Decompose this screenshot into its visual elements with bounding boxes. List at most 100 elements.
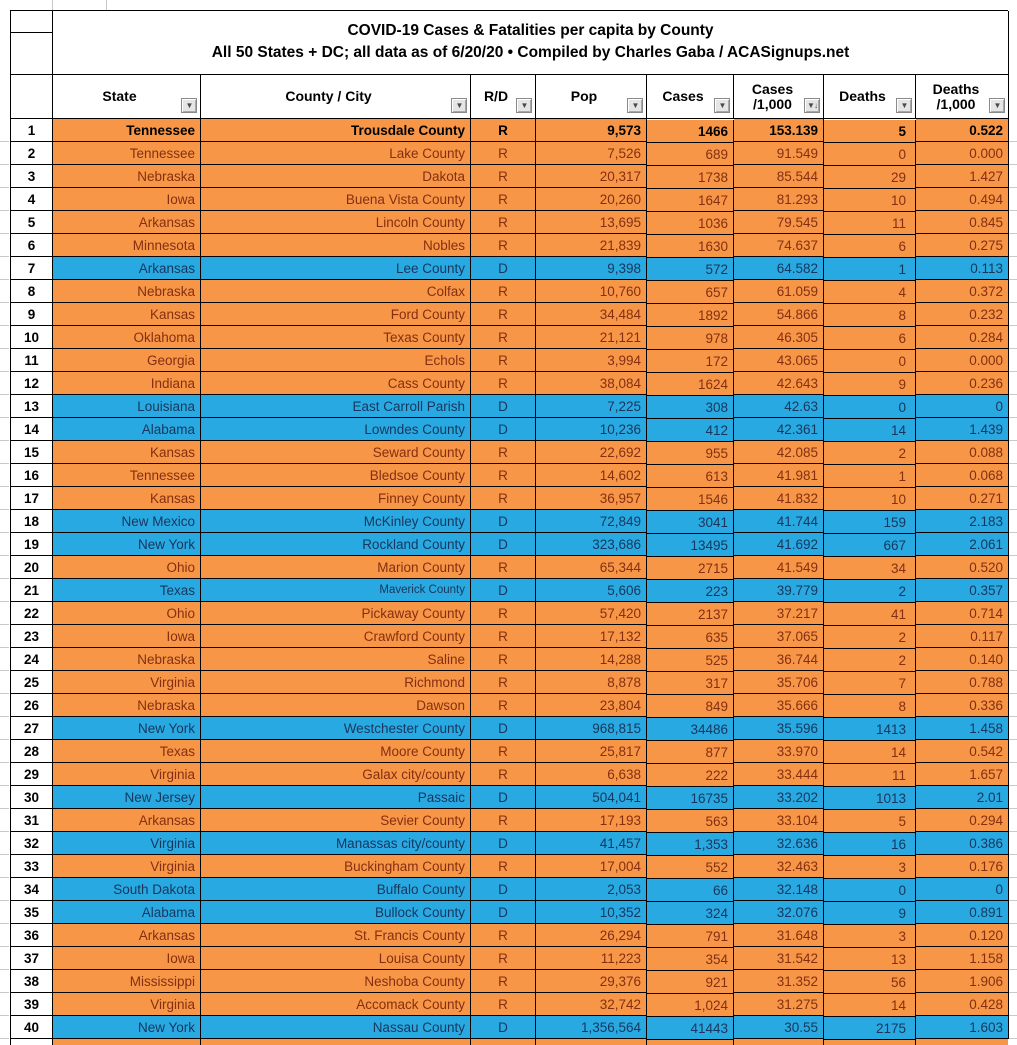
cell-deaths[interactable]: 4 [824, 281, 916, 304]
cell-pop[interactable]: 8,878 [536, 671, 647, 694]
cell-county[interactable]: Colfax [201, 280, 471, 303]
header-state[interactable]: State ▼ [53, 75, 201, 119]
row-number[interactable]: 35 [11, 901, 53, 924]
cell-deaths[interactable]: 1 [824, 465, 916, 488]
row-number[interactable]: 32 [11, 832, 53, 855]
row-number[interactable]: 12 [11, 372, 53, 395]
cell-pop[interactable]: 57,420 [536, 602, 647, 625]
cell-state[interactable]: Texas [53, 740, 201, 763]
row-number[interactable]: 4 [11, 188, 53, 211]
cell-state[interactable]: Iowa [53, 625, 201, 648]
cell-deaths-per-1k[interactable]: 1.427 [916, 165, 1009, 188]
row-number[interactable] [11, 1039, 53, 1045]
cell-pop[interactable]: 26,294 [536, 924, 647, 947]
cell-cases-per-1k[interactable]: 61.059 [734, 280, 824, 303]
cell-party[interactable]: R [471, 441, 536, 464]
row-number[interactable]: 38 [11, 970, 53, 993]
cell-party[interactable]: D [471, 1016, 536, 1039]
cell-cases-per-1k[interactable]: 39.779 [734, 579, 824, 602]
cell-deaths[interactable]: 2 [824, 580, 916, 603]
cell-county[interactable]: Cass County [201, 372, 471, 395]
cell-pop[interactable]: 7,225 [536, 395, 647, 418]
cell-deaths[interactable]: 16 [824, 833, 916, 856]
cell-pop[interactable]: 17,004 [536, 855, 647, 878]
cell-deaths-per-1k[interactable]: 0.336 [916, 694, 1009, 717]
cell-deaths-per-1k[interactable]: 2.061 [916, 533, 1009, 556]
cell-pop[interactable]: 20,317 [536, 165, 647, 188]
cell-party[interactable]: R [471, 763, 536, 786]
cell-deaths-per-1k[interactable]: 0.140 [916, 648, 1009, 671]
cell-county[interactable]: Sevier County [201, 809, 471, 832]
cell-cases[interactable]: 1738 [647, 166, 734, 189]
cell-pop[interactable]: 2,053 [536, 878, 647, 901]
cell-state[interactable]: Arkansas [53, 809, 201, 832]
cell-deaths[interactable]: 1 [824, 258, 916, 281]
cell-party[interactable]: R [471, 349, 536, 372]
cell-county[interactable]: Passaic [201, 786, 471, 809]
empty-cell[interactable] [11, 33, 52, 75]
cell-deaths-per-1k[interactable]: 2.01 [916, 786, 1009, 809]
cell-cases[interactable]: 222 [647, 764, 734, 787]
cell-deaths[interactable]: 5 [824, 810, 916, 833]
row-number[interactable]: 16 [11, 464, 53, 487]
cell-party[interactable]: D [471, 418, 536, 441]
cell-state[interactable]: Arkansas [53, 211, 201, 234]
cell-county[interactable]: Buckingham County [201, 855, 471, 878]
cell-deaths-per-1k[interactable]: 0.284 [916, 326, 1009, 349]
cell-state[interactable]: Ohio [53, 556, 201, 579]
filter-button-deaths[interactable]: ▼ [896, 98, 912, 113]
cell-cases[interactable]: 172 [647, 350, 734, 373]
cell-deaths[interactable]: 10 [824, 488, 916, 511]
cell-state[interactable]: Nebraska [53, 648, 201, 671]
cell-pop[interactable]: 72,849 [536, 510, 647, 533]
cell-county[interactable]: Maverick County [201, 579, 471, 602]
cell-county[interactable]: Saline [201, 648, 471, 671]
row-number[interactable]: 19 [11, 533, 53, 556]
row-number[interactable]: 13 [11, 395, 53, 418]
cell-deaths[interactable]: 1413 [824, 718, 916, 741]
filter-button-state[interactable]: ▼ [181, 98, 197, 113]
cell-county[interactable]: Crawford County [201, 625, 471, 648]
cell-cases-per-1k[interactable]: 31.352 [734, 970, 824, 993]
header-county[interactable]: County / City ▼ [201, 75, 471, 119]
cell-county[interactable]: Bledsoe County [201, 464, 471, 487]
cell-pop[interactable]: 6,638 [536, 763, 647, 786]
cell-party[interactable]: D [471, 832, 536, 855]
cell-cases-per-1k[interactable]: 81.293 [734, 188, 824, 211]
cell-cases-per-1k[interactable]: 33.104 [734, 809, 824, 832]
cell-state[interactable]: Minnesota [53, 234, 201, 257]
filter-button-rd[interactable]: ▼ [516, 98, 532, 113]
cell-party[interactable]: R [471, 119, 536, 142]
cell-cases-per-1k[interactable]: 30.55 [734, 1016, 824, 1039]
cell-deaths-per-1k[interactable]: 0.372 [916, 280, 1009, 303]
cell-cases[interactable]: 635 [647, 626, 734, 649]
row-number[interactable]: 28 [11, 740, 53, 763]
cell-state[interactable]: New York [53, 717, 201, 740]
cell-deaths-per-1k[interactable]: 0.542 [916, 740, 1009, 763]
cell-state[interactable]: Virginia [53, 763, 201, 786]
cell-cases[interactable]: 354 [647, 948, 734, 971]
cell-state[interactable]: Alabama [53, 901, 201, 924]
cell-party[interactable]: D [471, 901, 536, 924]
row-number[interactable]: 31 [11, 809, 53, 832]
row-number[interactable]: 27 [11, 717, 53, 740]
cell-county[interactable]: Bullock County [201, 901, 471, 924]
cell-cases[interactable]: 324 [647, 902, 734, 925]
row-number[interactable]: 15 [11, 441, 53, 464]
cell-cases[interactable]: 1466 [647, 120, 734, 143]
cell-county[interactable]: Accomack County [201, 993, 471, 1016]
row-number[interactable]: 6 [11, 234, 53, 257]
cell-party[interactable]: R [471, 993, 536, 1016]
cell-pop[interactable]: 23,804 [536, 694, 647, 717]
cell-deaths[interactable]: 29 [824, 166, 916, 189]
cell-county[interactable]: Rockland County [201, 533, 471, 556]
cell-pop[interactable]: 10,352 [536, 901, 647, 924]
cell-county[interactable]: Moore County [201, 740, 471, 763]
cell-cases[interactable]: 223 [647, 580, 734, 603]
cell-pop[interactable]: 14,288 [536, 648, 647, 671]
filter-button-cases-per-1k[interactable]: ▼↓ [804, 98, 820, 113]
cell-state[interactable]: New York [53, 1016, 201, 1039]
cell-party[interactable]: R [471, 303, 536, 326]
cell-deaths[interactable]: 2 [824, 626, 916, 649]
cell-pop[interactable]: 1,356,564 [536, 1016, 647, 1039]
